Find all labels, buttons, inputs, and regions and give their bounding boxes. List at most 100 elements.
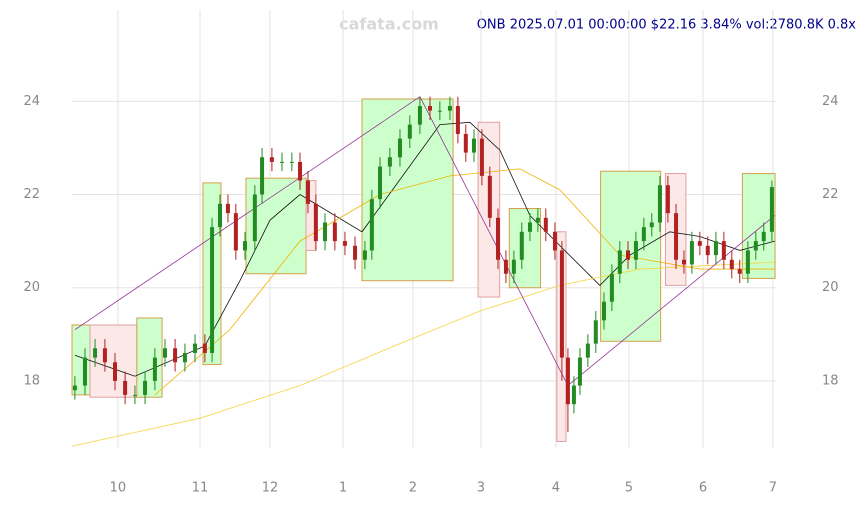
y-tick-label: 22 <box>23 187 40 202</box>
candle-body <box>674 213 679 260</box>
candle-body <box>298 161 303 181</box>
candle-body <box>617 250 622 274</box>
candle-body <box>657 185 662 223</box>
candle-body <box>565 357 570 405</box>
candle-body <box>289 161 294 163</box>
candle-body <box>132 394 137 396</box>
candle-body <box>519 231 524 260</box>
candle-body <box>705 245 710 256</box>
candle-body <box>233 213 238 251</box>
range-box <box>361 98 454 282</box>
candle-body <box>713 241 718 256</box>
candle-body <box>649 222 654 228</box>
candle-body <box>113 362 118 381</box>
candle-body <box>527 222 532 232</box>
candle-body <box>362 250 367 260</box>
candle-body <box>252 194 257 242</box>
y-tick-label-right: 18 <box>822 373 839 388</box>
candle-body <box>417 105 422 125</box>
y-tick-label-right: 20 <box>822 280 839 295</box>
watermark: cafata.com <box>339 15 439 34</box>
candle-body <box>225 203 230 214</box>
candle-body <box>689 241 694 265</box>
candle-body <box>721 241 726 260</box>
candle-body <box>552 231 557 251</box>
candle-body <box>729 259 734 270</box>
candle-body <box>202 343 207 353</box>
candle-body <box>625 250 630 260</box>
candle-body <box>193 343 198 353</box>
candle-body <box>585 343 590 358</box>
candle-body <box>593 320 598 344</box>
candle-body <box>697 241 702 246</box>
range-box <box>600 170 662 342</box>
indicator-line <box>71 261 775 447</box>
x-tick-label: 2 <box>409 481 417 496</box>
candle-body <box>323 222 328 242</box>
candle-body <box>305 180 310 204</box>
candle-body <box>332 222 337 242</box>
candle-body <box>369 199 374 251</box>
candle-body <box>173 348 178 363</box>
candle-body <box>397 138 402 158</box>
candle-body <box>577 357 582 386</box>
indicator-line <box>154 168 775 396</box>
candle-body <box>543 217 548 232</box>
candle-body <box>487 175 492 218</box>
y-tick-label-right: 24 <box>822 94 839 109</box>
candle-body <box>571 385 576 405</box>
candle-body <box>279 161 284 163</box>
chart-title: ONB 2025.07.01 00:00:00 $22.16 3.84% vol… <box>477 18 857 33</box>
range-box <box>508 207 542 289</box>
candle-body <box>511 259 516 274</box>
candle-body <box>609 273 614 302</box>
candle-body <box>162 348 167 358</box>
candle-body <box>641 227 646 242</box>
candle-body <box>123 380 128 395</box>
indicator-line <box>74 96 776 387</box>
x-tick-label: 3 <box>477 481 485 496</box>
candle-body <box>769 187 774 232</box>
candle-body <box>428 105 433 111</box>
candle-body <box>260 157 265 195</box>
candle-body <box>737 269 742 274</box>
candle-body <box>437 110 442 112</box>
candle-body <box>72 385 77 391</box>
candle-body <box>479 138 484 176</box>
y-tick-label-right: 22 <box>822 187 839 202</box>
x-tick-label: 10 <box>110 481 127 496</box>
candle-body <box>633 241 638 260</box>
range-box <box>136 317 163 398</box>
candle-body <box>447 105 452 111</box>
candle-body <box>152 357 157 381</box>
candle-body <box>378 166 383 200</box>
candle-body <box>753 241 758 251</box>
x-tick-label: 5 <box>625 481 633 496</box>
candle-body <box>503 259 508 274</box>
candle-body <box>102 348 107 363</box>
candle-body <box>143 380 148 395</box>
x-tick-label: 6 <box>699 481 707 496</box>
candle-body <box>559 250 564 358</box>
candle-body <box>407 124 412 139</box>
range-box <box>89 324 138 398</box>
candle-body <box>242 241 247 251</box>
y-tick-label: 24 <box>23 94 40 109</box>
x-tick-label: 11 <box>192 481 209 496</box>
candle-body <box>496 217 501 260</box>
candle-body <box>761 231 766 242</box>
candle-body <box>342 241 347 246</box>
candle-body <box>455 105 460 134</box>
candle-body <box>93 348 98 358</box>
y-tick-label: 20 <box>23 280 40 295</box>
candle-body <box>665 185 670 214</box>
y-tick-label: 18 <box>23 373 40 388</box>
x-tick-label: 7 <box>769 481 777 496</box>
candle-body <box>313 203 318 242</box>
candle-body <box>463 133 468 153</box>
candle-body <box>82 357 87 386</box>
x-tick-label: 4 <box>552 481 560 496</box>
candle-body <box>681 259 686 265</box>
